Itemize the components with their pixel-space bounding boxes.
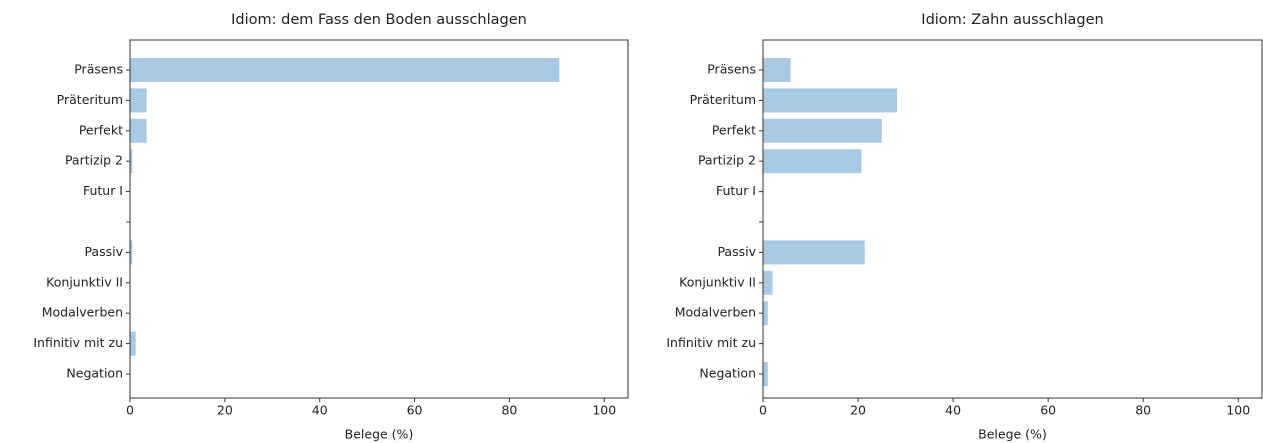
x-tick-label: 20	[217, 403, 233, 418]
bar	[763, 149, 862, 174]
x-tick-label: 60	[407, 403, 423, 418]
bar	[763, 362, 768, 386]
bar	[130, 118, 147, 143]
y-tick-label: Präsens	[74, 62, 123, 77]
x-tick-label: 100	[1226, 403, 1250, 418]
bar	[763, 58, 791, 82]
y-tick-label: Futur I	[83, 183, 123, 198]
y-tick-label: Partizip 2	[65, 153, 123, 168]
x-tick-label: 20	[850, 403, 866, 418]
y-tick-label: Negation	[66, 366, 123, 381]
bar	[763, 270, 773, 295]
y-tick-label: Präteritum	[690, 92, 756, 107]
bar	[763, 118, 882, 143]
x-axis-label: Belege (%)	[345, 427, 414, 442]
y-tick-label: Perfekt	[712, 122, 756, 137]
x-tick-label: 0	[126, 403, 134, 418]
bar	[130, 240, 133, 265]
x-tick-label: 0	[759, 403, 767, 418]
bar	[130, 149, 133, 174]
x-axis-label: Belege (%)	[978, 427, 1047, 442]
y-tick-label: Präsens	[707, 62, 756, 77]
x-tick-label: 80	[1135, 403, 1151, 418]
y-tick-label: Konjunktiv II	[679, 274, 756, 289]
y-tick-label: Futur I	[716, 183, 756, 198]
y-tick-label: Passiv	[717, 244, 756, 259]
bar	[763, 240, 865, 265]
bar	[130, 331, 136, 356]
bar	[763, 88, 898, 113]
y-tick-label: Negation	[699, 366, 756, 381]
chart-title: Idiom: Zahn ausschlagen	[921, 12, 1103, 28]
x-tick-label: 40	[945, 403, 961, 418]
y-tick-label: Modalverben	[675, 305, 756, 320]
x-tick-label: 60	[1040, 403, 1056, 418]
y-tick-label: Infinitiv mit zu	[666, 335, 756, 350]
y-tick-label: Konjunktiv II	[46, 274, 123, 289]
y-tick-label: Passiv	[84, 244, 123, 259]
y-tick-label: Partizip 2	[698, 153, 756, 168]
bar	[130, 58, 560, 82]
x-tick-label: 80	[501, 403, 517, 418]
x-tick-label: 40	[312, 403, 328, 418]
chart-title: Idiom: dem Fass den Boden ausschlagen	[231, 12, 527, 28]
bar	[130, 88, 147, 113]
x-tick-label: 100	[592, 403, 616, 418]
bar	[763, 301, 768, 326]
plot-frame	[762, 39, 1263, 399]
y-tick-label: Präteritum	[57, 92, 123, 107]
y-tick-label: Perfekt	[79, 122, 123, 137]
plot-frame	[129, 39, 629, 399]
y-tick-label: Modalverben	[42, 305, 123, 320]
y-tick-label: Infinitiv mit zu	[33, 335, 123, 350]
